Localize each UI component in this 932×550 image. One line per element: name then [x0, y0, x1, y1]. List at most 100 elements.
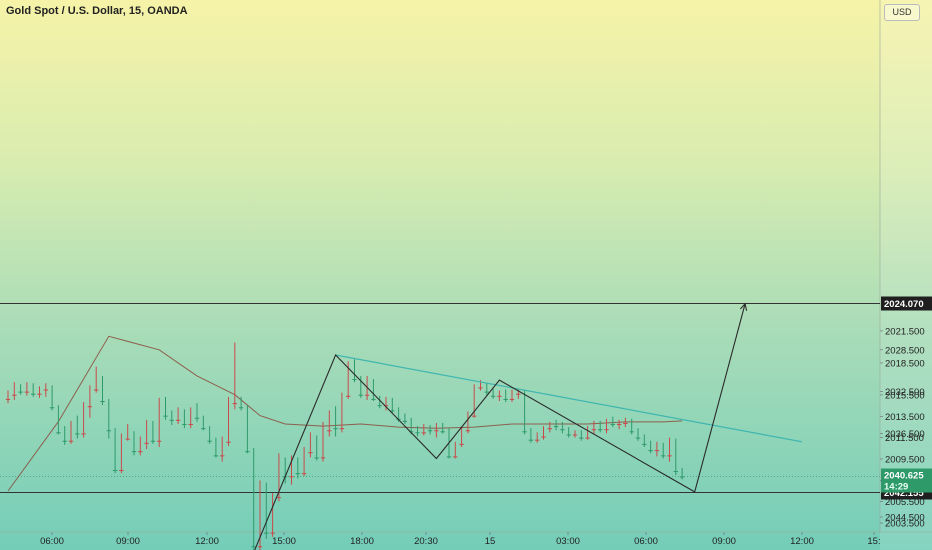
level-price-label: 2024.070 [884, 299, 924, 310]
candle-body [333, 428, 338, 430]
zigzag-projection-line [254, 303, 746, 550]
candle-body [238, 407, 244, 409]
candle-body [635, 437, 641, 439]
time-tick-label: 18:00 [350, 536, 374, 547]
candle-body [5, 398, 11, 400]
candle-body [49, 407, 55, 409]
time-tick-label: 20:30 [414, 536, 438, 547]
candle-body [427, 430, 433, 432]
candle-body [100, 401, 105, 403]
candle-body [553, 426, 559, 428]
candle-body [541, 436, 546, 438]
candle-body [314, 457, 319, 459]
candle-body [535, 439, 540, 441]
candle-body [94, 389, 99, 391]
price-tick-label: 2018.500 [885, 358, 925, 369]
candle-body [188, 423, 193, 425]
candle-body [87, 406, 93, 408]
candle-body [371, 398, 376, 400]
candle-body [125, 438, 130, 440]
candle-body [497, 395, 502, 397]
price-tick-label: 2009.500 [885, 454, 925, 465]
candle-body [421, 432, 426, 434]
candle-body [106, 430, 111, 432]
candle-body [528, 439, 534, 441]
candle-body [37, 393, 42, 395]
candle-body [478, 387, 483, 389]
price-tick-label: 2028.500 [885, 345, 925, 356]
trendline [335, 354, 802, 443]
price-tick-label: 2011.500 [885, 433, 924, 444]
candle-body [516, 393, 521, 395]
candle-body [610, 423, 615, 425]
candle-body [446, 456, 452, 458]
candle-body [346, 395, 351, 397]
candle-body [207, 440, 212, 442]
candle-body [320, 457, 326, 459]
candle-body [560, 429, 565, 431]
candle-body [327, 430, 332, 432]
candle-body [383, 405, 389, 407]
candle-body [119, 469, 124, 471]
candle-body [616, 423, 622, 425]
candle-body [440, 431, 445, 433]
candle-body [75, 433, 80, 435]
time-tick-label: 12:00 [790, 536, 814, 547]
level-price-tag [881, 296, 932, 311]
candle-body [547, 428, 552, 430]
candle-body [503, 398, 508, 400]
candle-body [157, 440, 162, 442]
candle-body [194, 417, 200, 419]
candle-body [661, 455, 666, 457]
time-tick-label: 15: [867, 536, 880, 547]
candle-body [150, 440, 156, 442]
time-tick-label: 06:00 [40, 536, 64, 547]
candle-body [182, 423, 187, 425]
price-axis-panel [880, 0, 932, 550]
candle-body [251, 546, 256, 548]
price-tick-label: 2021.500 [885, 326, 925, 337]
candle-body [472, 415, 477, 417]
price-tick-label: 2005.500 [885, 497, 925, 508]
candle-body [364, 394, 370, 396]
price-tick-label: 2015.500 [885, 390, 925, 401]
candle-body [276, 497, 282, 499]
last-price-tag [881, 468, 932, 493]
candle-body [415, 432, 420, 434]
price-tick-label: 2032.500 [885, 387, 925, 398]
candle-body [629, 431, 634, 433]
candle-body [585, 437, 590, 439]
candle-body [604, 429, 609, 431]
candle-body [213, 455, 219, 457]
candle-body [377, 405, 382, 407]
candle-body [81, 433, 86, 435]
candle-body [465, 430, 471, 432]
candle-body [623, 422, 628, 424]
candle-body [339, 428, 345, 430]
candle-body [31, 393, 36, 395]
candle-body [667, 455, 672, 457]
price-tick-label: 2044.500 [885, 513, 925, 524]
currency-button[interactable]: USD [884, 4, 920, 21]
candle-body [402, 420, 408, 422]
candle-body [509, 398, 515, 400]
candle-body [289, 476, 294, 478]
candle-body [232, 403, 237, 405]
time-tick-label: 03:00 [556, 536, 580, 547]
candle-body [352, 379, 357, 381]
price-tick-label: 2003.500 [885, 519, 925, 530]
time-tick-label: 15 [485, 536, 496, 547]
candle-body [112, 469, 118, 471]
candle-body [598, 429, 603, 431]
candle-body [24, 391, 30, 393]
candle-body [163, 415, 168, 417]
time-tick-label: 09:00 [116, 536, 140, 547]
time-tick-label: 15:00 [272, 536, 296, 547]
time-tick-label: 09:00 [712, 536, 736, 547]
level-price-label: 2042.155 [884, 488, 924, 499]
chart-title: Gold Spot / U.S. Dollar, 15, OANDA [6, 5, 188, 17]
candle-body [245, 451, 250, 453]
time-tick-label: 12:00 [195, 536, 219, 547]
